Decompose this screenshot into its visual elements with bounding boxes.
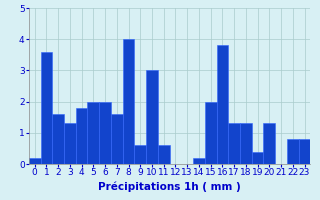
Bar [205, 102, 217, 164]
Bar [111, 114, 123, 164]
Bar [240, 123, 252, 164]
Bar [64, 123, 76, 164]
Bar [76, 108, 87, 164]
Bar [41, 52, 52, 164]
Bar [134, 145, 146, 164]
Bar [299, 139, 310, 164]
Bar [228, 123, 240, 164]
Bar [87, 102, 99, 164]
Bar [123, 39, 134, 164]
Bar [252, 152, 263, 164]
Bar [29, 158, 41, 164]
Bar [52, 114, 64, 164]
Bar [287, 139, 299, 164]
Bar [146, 70, 158, 164]
Bar [217, 45, 228, 164]
Bar [158, 145, 170, 164]
Bar [263, 123, 275, 164]
X-axis label: Précipitations 1h ( mm ): Précipitations 1h ( mm ) [98, 181, 241, 192]
Bar [193, 158, 205, 164]
Bar [99, 102, 111, 164]
